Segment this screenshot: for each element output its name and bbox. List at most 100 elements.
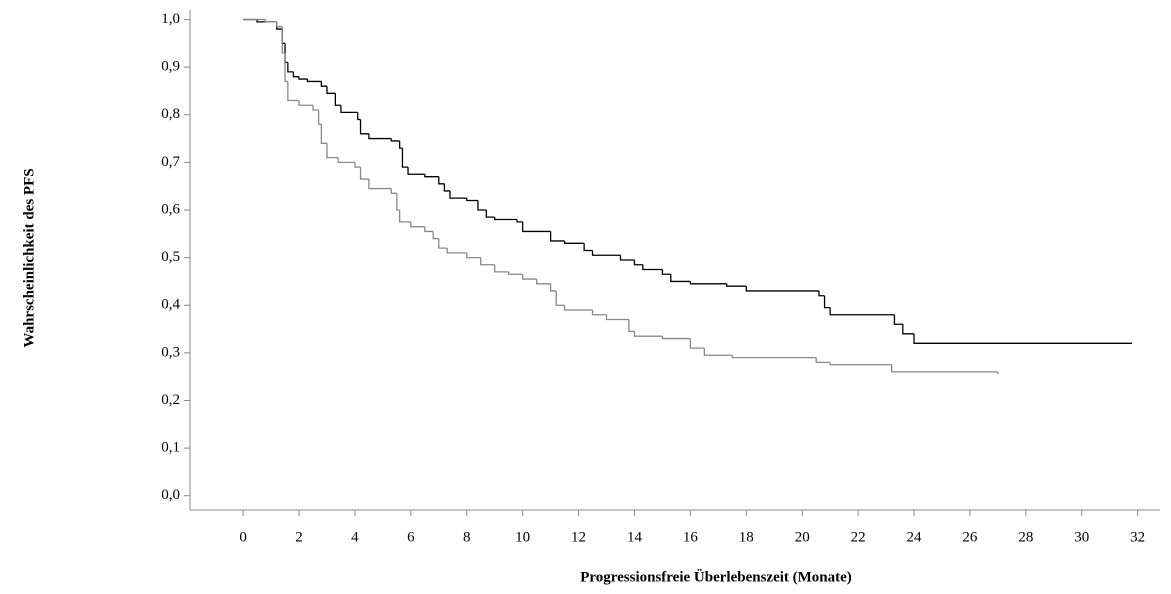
survival-step: [438, 176, 445, 185]
y-tick-label: 1,0: [161, 11, 180, 27]
x-tick-label: 12: [571, 529, 586, 545]
survival-step: [829, 362, 892, 366]
survival-step: [276, 21, 283, 30]
survival-step: [354, 162, 361, 168]
survival-step: [731, 355, 817, 359]
y-tick-label: 0,3: [161, 344, 180, 360]
survival-step: [276, 21, 283, 28]
survival-step: [424, 174, 439, 178]
x-tick-label: 24: [907, 529, 923, 545]
y-tick-label: 0,4: [161, 297, 180, 313]
survival-step: [583, 243, 593, 252]
x-tick-label: 18: [739, 529, 754, 545]
survival-step: [446, 248, 467, 254]
survival-step: [424, 226, 434, 233]
survival-step: [494, 217, 518, 221]
survival-step: [642, 264, 663, 271]
survival-step: [357, 112, 361, 121]
y-tick-label: 0,7: [161, 154, 180, 170]
survival-step: [535, 279, 551, 285]
survival-step: [449, 190, 467, 199]
y-tick-label: 0,1: [161, 440, 180, 456]
survival-step: [689, 281, 727, 285]
survival-step: [591, 310, 607, 316]
survival-step: [605, 314, 629, 321]
survival-step: [902, 324, 915, 335]
survival-step: [563, 305, 593, 311]
survival-step: [438, 238, 448, 249]
survival-step: [549, 231, 565, 242]
survival-step: [890, 364, 998, 373]
survival-step: [396, 193, 400, 211]
survival-step: [284, 52, 288, 83]
x-tick-label: 0: [239, 529, 247, 545]
survival-step: [320, 124, 327, 144]
survival-step: [670, 274, 691, 283]
survival-step: [555, 290, 565, 306]
survival-step: [516, 219, 523, 223]
survival-step: [818, 290, 825, 297]
y-tick-label: 0,0: [161, 487, 180, 503]
survival-step: [368, 179, 392, 190]
x-tick-label: 26: [962, 529, 978, 545]
survival-step: [466, 252, 481, 259]
survival-step: [287, 81, 300, 102]
x-tick-label: 20: [795, 529, 810, 545]
survival-step: [563, 240, 585, 244]
survival-step: [549, 283, 557, 292]
y-tick-label: 0,8: [161, 106, 180, 122]
survival-step: [410, 221, 425, 228]
y-tick-label: 0,9: [161, 59, 180, 75]
survival-step: [334, 93, 341, 106]
y-tick-label: 0,5: [161, 249, 180, 265]
survival-step: [306, 79, 322, 83]
survival-step: [337, 157, 355, 164]
survival-step: [703, 348, 733, 356]
survival-step: [815, 357, 831, 364]
survival-step: [494, 264, 509, 273]
survival-step: [689, 338, 705, 349]
y-axis-title: Wahrscheinlichkeit des PFS: [21, 168, 37, 347]
y-tick-label: 0,2: [161, 392, 180, 408]
survival-step: [443, 183, 450, 192]
x-tick-label: 2: [295, 529, 303, 545]
x-tick-label: 30: [1074, 529, 1089, 545]
survival-step: [480, 257, 495, 266]
survival-step: [407, 167, 425, 175]
x-tick-label: 16: [683, 529, 699, 545]
survival-step: [399, 140, 403, 149]
survival-step: [320, 81, 327, 87]
survival-step: [633, 331, 663, 337]
survival-step: [368, 133, 392, 140]
survival-step: [401, 148, 409, 168]
survival-step: [829, 307, 895, 316]
x-tick-label: 14: [627, 529, 643, 545]
survival-step: [522, 221, 551, 233]
survival-step: [298, 100, 313, 106]
survival-step: [661, 269, 671, 275]
survival-step: [359, 167, 369, 180]
survival-step: [340, 105, 358, 114]
survival-step: [913, 333, 1133, 344]
survival-step: [726, 283, 747, 287]
survival-step: [298, 76, 308, 80]
survival-step: [591, 250, 621, 256]
survival-step: [823, 295, 831, 309]
y-tick-label: 0,6: [161, 201, 180, 217]
survival-step: [264, 19, 277, 23]
survival-step: [399, 210, 411, 223]
x-tick-label: 22: [851, 529, 866, 545]
survival-step: [619, 255, 635, 261]
survival-step: [292, 71, 300, 78]
survival-step: [317, 110, 322, 125]
survival-step: [312, 105, 319, 111]
survival-step: [485, 210, 495, 218]
survival-step: [432, 231, 439, 240]
survival-step: [326, 143, 339, 159]
survival-step: [633, 260, 643, 266]
x-tick-label: 6: [407, 529, 415, 545]
survival-step: [893, 314, 903, 325]
survival-step: [661, 336, 691, 340]
survival-step: [281, 26, 286, 54]
survival-step: [390, 138, 400, 142]
